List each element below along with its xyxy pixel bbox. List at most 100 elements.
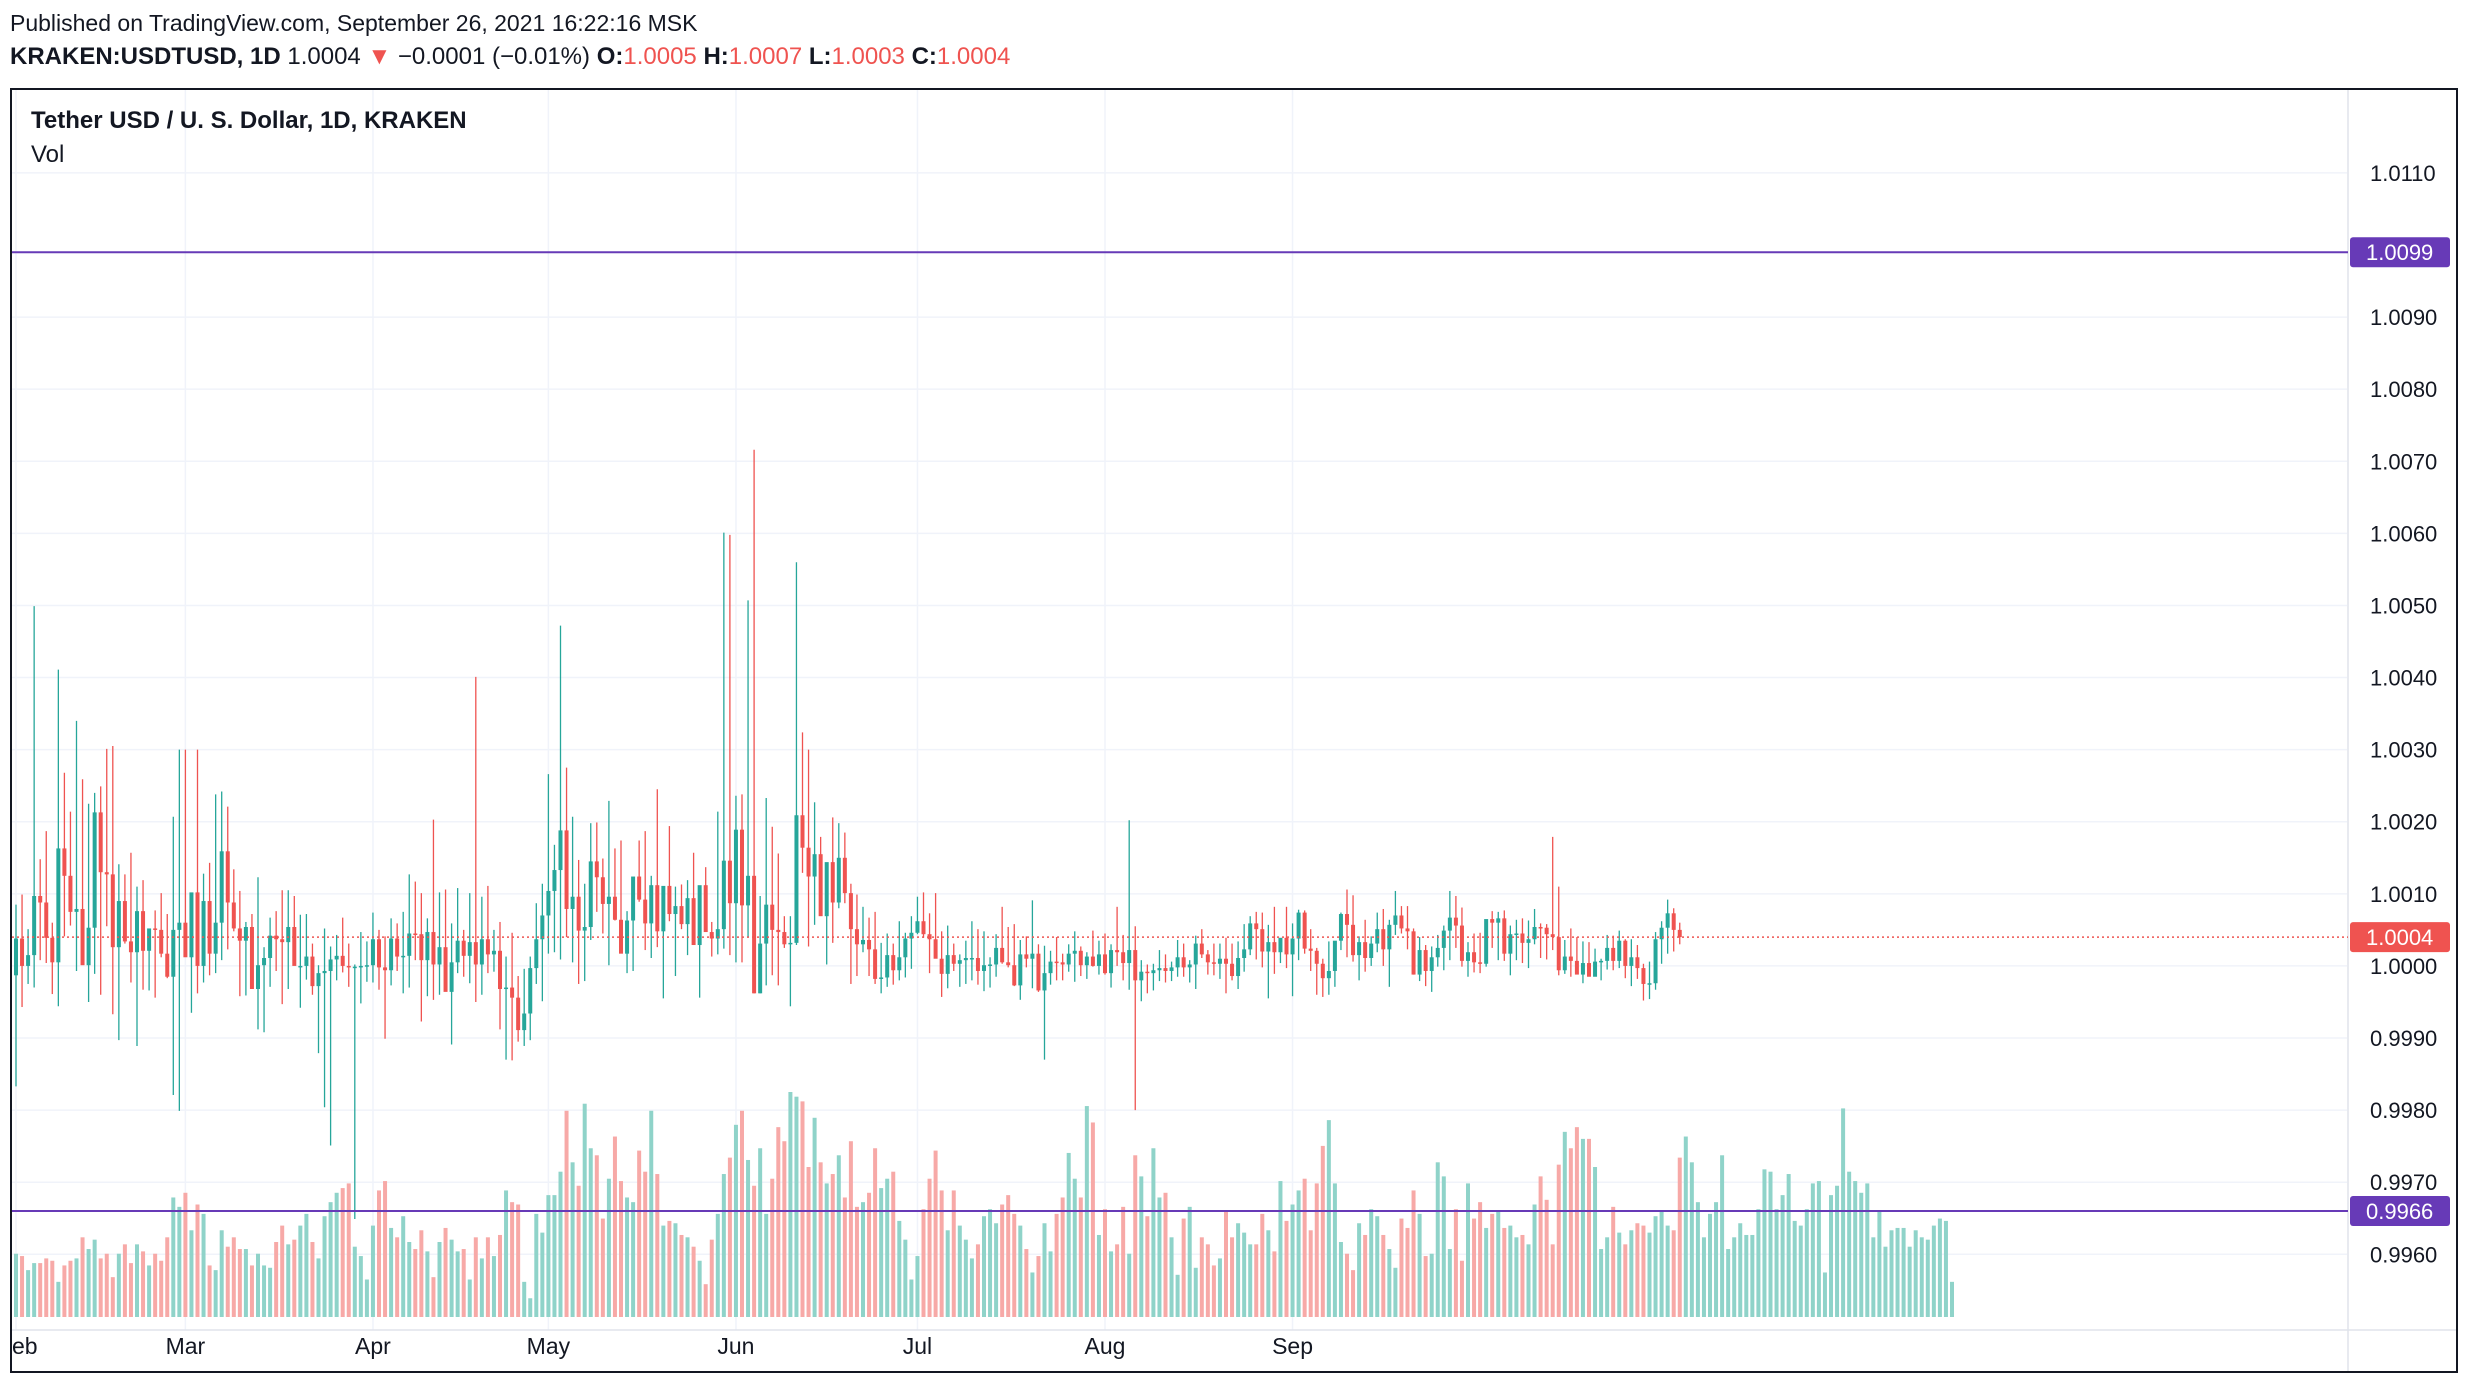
volume-bar bbox=[564, 1110, 569, 1317]
candle-body bbox=[1314, 950, 1319, 964]
candle-body bbox=[1181, 957, 1186, 968]
candle-body bbox=[1121, 952, 1126, 964]
volume-bar bbox=[1472, 1218, 1477, 1317]
candle-body bbox=[830, 862, 835, 903]
candle-body bbox=[1060, 962, 1065, 965]
legend-title[interactable]: Tether USD / U. S. Dollar, 1D, KRAKEN bbox=[31, 107, 467, 134]
legend-volume[interactable]: Vol bbox=[31, 141, 64, 168]
volume-bar bbox=[1308, 1230, 1313, 1317]
candle-body bbox=[340, 955, 345, 966]
volume-bar bbox=[1060, 1197, 1065, 1317]
candle-body bbox=[1629, 957, 1634, 966]
candle-body bbox=[709, 932, 714, 939]
volume-bar bbox=[201, 1213, 206, 1317]
volume-bar bbox=[104, 1253, 109, 1317]
volume-bar bbox=[552, 1195, 557, 1317]
volume-bar bbox=[1708, 1213, 1712, 1317]
candle-body bbox=[1605, 947, 1610, 961]
level-price-badge bbox=[2350, 1196, 2450, 1227]
candle-body bbox=[715, 929, 720, 939]
candle-body bbox=[14, 938, 18, 976]
candle-body bbox=[1411, 931, 1416, 975]
volume-bar bbox=[1611, 1206, 1616, 1317]
volume-bar bbox=[38, 1263, 43, 1317]
volume-bar bbox=[673, 1223, 678, 1317]
candle-body bbox=[1544, 927, 1549, 935]
volume-bar bbox=[606, 1178, 611, 1317]
volume-bar bbox=[207, 1265, 212, 1317]
candle-body bbox=[1363, 942, 1368, 958]
volume-bar bbox=[1024, 1249, 1029, 1317]
volume-bar bbox=[262, 1265, 267, 1317]
candle-body bbox=[383, 967, 388, 971]
volume-bar bbox=[1381, 1234, 1386, 1317]
volume-bar bbox=[782, 1141, 787, 1317]
candle-body bbox=[116, 901, 121, 948]
volume-bar bbox=[1054, 1213, 1059, 1317]
volume-bar bbox=[800, 1101, 805, 1317]
y-tick-label: 0.9960 bbox=[2370, 1242, 2437, 1267]
volume-bar bbox=[1750, 1234, 1755, 1317]
volume-bar bbox=[1792, 1220, 1797, 1317]
volume-bar bbox=[631, 1202, 636, 1317]
volume-bar bbox=[147, 1265, 152, 1317]
volume-bar bbox=[485, 1237, 490, 1317]
candle-body bbox=[231, 902, 236, 929]
candle-body bbox=[449, 962, 454, 992]
candle-body bbox=[304, 956, 309, 966]
volume-bar bbox=[1145, 1216, 1150, 1317]
volume-bar bbox=[1659, 1211, 1664, 1317]
volume-bar bbox=[159, 1260, 164, 1317]
candle-body bbox=[1677, 929, 1682, 938]
last-price-badge bbox=[2350, 922, 2450, 953]
volume-bar bbox=[304, 1213, 309, 1317]
candle-body bbox=[812, 854, 817, 877]
candle-body bbox=[824, 862, 829, 917]
candle-body bbox=[135, 911, 139, 953]
volume-bar bbox=[1363, 1234, 1368, 1317]
volume-bar bbox=[80, 1237, 85, 1317]
low-value: 1.0003 bbox=[831, 43, 905, 70]
candle-body bbox=[1429, 957, 1434, 971]
volume-bar bbox=[346, 1183, 351, 1317]
candle-body bbox=[1593, 961, 1598, 977]
candle-body bbox=[758, 943, 763, 994]
volume-bar bbox=[746, 1159, 751, 1317]
candle-body bbox=[262, 958, 267, 966]
volume-bar bbox=[370, 1225, 375, 1317]
volume-bar bbox=[1078, 1197, 1083, 1317]
volume-bar bbox=[1701, 1237, 1706, 1317]
volume-bar bbox=[1496, 1211, 1501, 1317]
candle-body bbox=[437, 947, 442, 965]
candle-body bbox=[667, 885, 672, 915]
candle-body bbox=[1562, 956, 1567, 971]
candles bbox=[14, 449, 1682, 1219]
volume-bar bbox=[1296, 1190, 1301, 1317]
candle-body bbox=[1127, 950, 1132, 964]
x-tick-label: Jul bbox=[903, 1333, 932, 1359]
volume-bar bbox=[1109, 1251, 1114, 1317]
volume-bar bbox=[1399, 1218, 1404, 1317]
volume-bar bbox=[1326, 1120, 1331, 1317]
candle-body bbox=[1242, 949, 1247, 958]
volume-bar bbox=[873, 1148, 878, 1317]
candle-body bbox=[473, 942, 478, 965]
volume-bar bbox=[885, 1178, 890, 1317]
candle-body bbox=[1133, 950, 1138, 981]
symbol-name[interactable]: KRAKEN:USDTUSD, 1D bbox=[10, 43, 281, 70]
volume-bar bbox=[709, 1239, 714, 1317]
price-chart[interactable]: 1.0110 1.0090 1.0080 1.0070 1.0060 1.0050 1.00… bbox=[12, 90, 2456, 1371]
candle-body bbox=[286, 927, 291, 943]
volume-bar bbox=[1732, 1237, 1737, 1317]
candle-body bbox=[1205, 954, 1210, 963]
candle-body bbox=[1574, 960, 1579, 975]
candle-body bbox=[1490, 919, 1495, 923]
candle-body bbox=[510, 987, 515, 998]
candle-body bbox=[1006, 962, 1011, 966]
candle-body bbox=[1224, 958, 1228, 964]
volume-bar bbox=[1211, 1265, 1216, 1317]
candle-body bbox=[26, 955, 31, 966]
candle-body bbox=[20, 938, 25, 966]
candle-body bbox=[1514, 933, 1519, 935]
candle-body bbox=[740, 829, 744, 906]
